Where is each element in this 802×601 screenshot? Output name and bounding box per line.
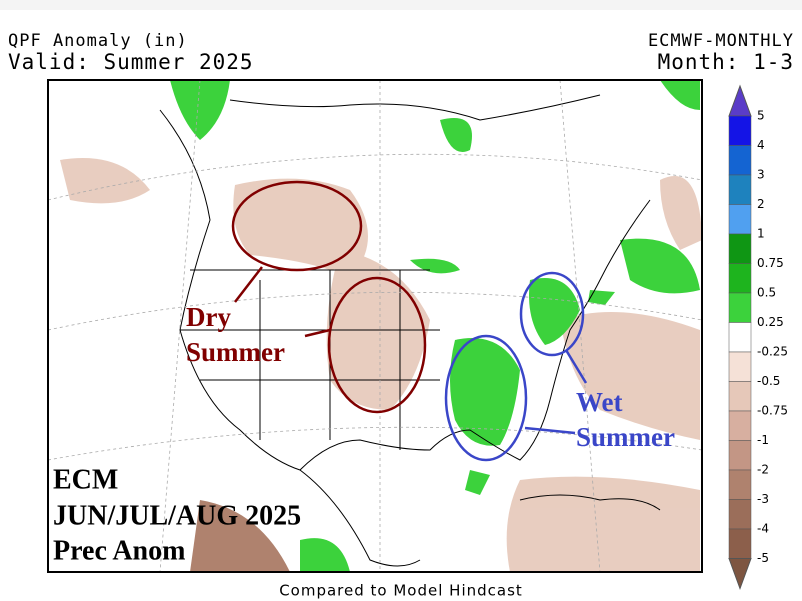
colorbar-label: 5 — [757, 109, 765, 123]
colorbar-label: 0.5 — [757, 286, 776, 300]
colorbar-box — [728, 381, 752, 412]
colorbar: 5 4 3 2 1 0.75 0.5 0.25 -0.25 -0.5 -0.75 -1 -2 -3 -4 -5 — [728, 84, 788, 590]
colorbar-label: -3 — [757, 492, 769, 506]
colorbar-label: 2 — [757, 197, 765, 211]
colorbar-box — [728, 528, 752, 559]
colorbar-label: 0.25 — [757, 315, 784, 329]
colorbar-box — [728, 233, 752, 264]
colorbar-box — [728, 292, 752, 323]
annotation-shapes — [231, 180, 588, 462]
wet-label: Summer — [576, 422, 675, 452]
colorbar-label: 1 — [757, 227, 765, 241]
colorbar-box — [728, 174, 752, 205]
colorbar-label: -0.25 — [757, 345, 788, 359]
colorbar-box — [728, 440, 752, 471]
model: ECMWF-MONTHLY — [648, 31, 794, 51]
colorbar-box — [728, 469, 752, 500]
colorbar-label: -4 — [757, 522, 769, 536]
colorbar-label: -5 — [757, 551, 769, 565]
colorbar-box — [728, 322, 752, 353]
colorbar-label: -2 — [757, 463, 769, 477]
colorbar-box — [728, 204, 752, 235]
caption: ECM — [53, 464, 118, 495]
colorbar-label: 3 — [757, 168, 765, 182]
title: QPF Anomaly (in) — [8, 31, 188, 51]
caption: JUN/JUL/AUG 2025 — [53, 500, 301, 531]
caption: Prec Anom — [53, 535, 185, 566]
colorbar-label: 0.75 — [757, 256, 784, 270]
subtitle: Valid: Summer 2025 — [8, 50, 254, 74]
colorbar-box — [728, 263, 752, 294]
colorbar-label: -0.5 — [757, 374, 780, 388]
colorbar-box — [728, 351, 752, 382]
dry-label: Dry — [186, 302, 231, 332]
colorbar-top — [728, 84, 752, 117]
colorbar-box — [728, 410, 752, 441]
colorbar-label: -0.75 — [757, 404, 788, 418]
colorbar-box — [728, 145, 752, 176]
dry-label: Summer — [186, 337, 285, 367]
footer: Compared to Model Hindcast — [279, 582, 523, 600]
colorbar-box — [728, 115, 752, 146]
map — [47, 79, 703, 573]
colorbar-box — [728, 499, 752, 530]
wet-label: Wet — [576, 387, 623, 417]
top-strip — [0, 0, 802, 10]
period: Month: 1-3 — [658, 50, 794, 74]
colorbar-label: -1 — [757, 433, 769, 447]
colorbar-label: 4 — [757, 138, 765, 152]
colorbar-bottom — [728, 558, 752, 590]
